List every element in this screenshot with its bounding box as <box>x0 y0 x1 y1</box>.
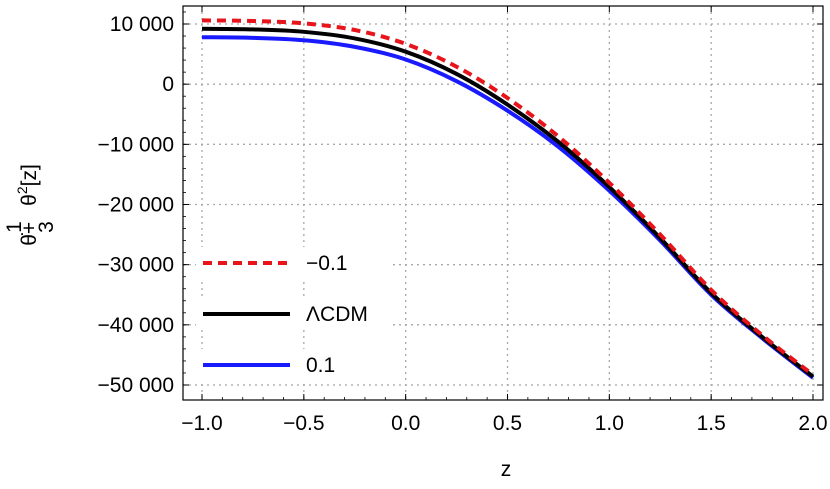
grid-layer <box>183 6 823 400</box>
series-line-minus-0-1 <box>201 18 815 377</box>
y-tick-label: −50 000 <box>98 374 175 397</box>
y-label-term: θ <box>18 194 41 206</box>
y-label-main: θ̇+ <box>18 222 41 246</box>
legend-item: −0.1 <box>196 247 390 279</box>
legend-item-background <box>196 247 390 279</box>
x-tick-label: −0.5 <box>283 412 324 435</box>
x-tick-label: 0.5 <box>493 412 522 435</box>
y-tick-label: 0 <box>162 73 174 96</box>
x-axis-label: z <box>501 458 512 481</box>
legend-item: ΛCDM <box>196 298 390 330</box>
x-tick-label: 1.5 <box>697 412 726 435</box>
x-tick-label: 2.0 <box>798 412 827 435</box>
svg-text:θ̇+θ2[z]: θ̇+ θ2[z] <box>14 164 41 246</box>
y-label-exponent: 2 <box>14 186 30 194</box>
y-tick-label: −20 000 <box>98 194 175 217</box>
legend-label: 0.1 <box>306 354 335 377</box>
legend: −0.1 ΛCDM 0.1 <box>196 247 390 381</box>
y-label-argument: [z] <box>18 164 41 186</box>
y-axis-label: θ̇+ θ2[z] 1 3 <box>3 164 58 246</box>
plot-frame <box>182 5 824 401</box>
y-tick-label: −30 000 <box>98 254 175 277</box>
series-line-lcdm <box>201 26 815 379</box>
y-tick-label: 10 000 <box>110 13 174 36</box>
x-tick-label: −1.0 <box>181 412 222 435</box>
y-tick-label: −40 000 <box>98 314 175 337</box>
axes: −1.0 −0.5 0.0 0.5 1.0 1.5 2.0 10 000 0 −10 000 −20… <box>98 5 828 435</box>
y-label-fraction-numerator: 1 <box>3 221 26 233</box>
legend-item: 0.1 <box>196 349 390 381</box>
y-tick-label: −10 000 <box>98 133 175 156</box>
series-layer <box>201 18 815 380</box>
y-label-fraction-denominator: 3 <box>35 221 58 233</box>
x-tick-label: 0.0 <box>391 412 420 435</box>
legend-label: ΛCDM <box>306 303 368 326</box>
legend-label: −0.1 <box>306 252 347 275</box>
x-tick-label: 1.0 <box>595 412 624 435</box>
